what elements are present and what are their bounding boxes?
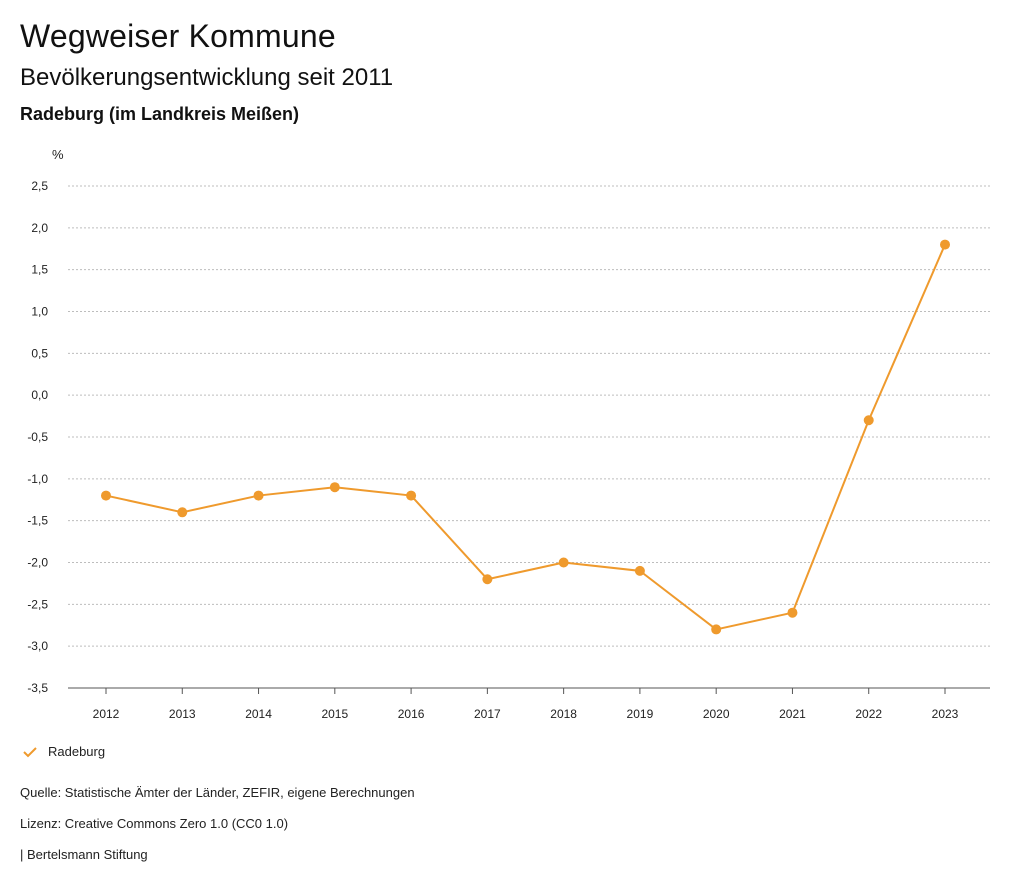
legend-label: Radeburg — [48, 744, 106, 759]
license-note: Lizenz: Creative Commons Zero 1.0 (CC0 1… — [20, 816, 289, 831]
data-point — [406, 490, 417, 501]
data-point — [253, 490, 264, 501]
x-tick-label: 2016 — [398, 707, 425, 721]
publisher-note: | Bertelsmann Stiftung — [20, 847, 148, 862]
grid-lines — [68, 185, 990, 689]
x-tick-label: 2018 — [550, 707, 577, 721]
data-point — [558, 557, 569, 568]
y-tick-label: -3,0 — [27, 639, 48, 653]
y-axis-label: % — [52, 147, 64, 162]
data-point — [482, 574, 493, 585]
x-tick-label: 2020 — [703, 707, 730, 721]
data-point — [940, 239, 950, 250]
x-tick-label: 2014 — [245, 707, 272, 721]
x-tick-label: 2015 — [321, 707, 348, 721]
y-tick-label: -1,5 — [27, 514, 48, 528]
y-tick-label: 0,5 — [31, 346, 48, 360]
data-point — [177, 507, 188, 518]
y-tick-label: -2,0 — [27, 556, 48, 570]
y-tick-labels: 2,5 2,0 1,5 1,0 0,5 0,0 -0,5 -1,0 -1,5 -2,0 -2,5 -3… — [27, 179, 48, 695]
region-label: Radeburg (im Landkreis Meißen) — [20, 104, 300, 124]
y-tick-label: 0,0 — [31, 388, 48, 402]
y-tick-label: -3,5 — [27, 681, 48, 695]
x-tick-label: 2019 — [627, 707, 654, 721]
y-tick-label: 1,0 — [31, 305, 48, 319]
x-tick-label: 2017 — [474, 707, 501, 721]
series-radeburg — [101, 239, 950, 635]
x-tick-label: 2013 — [169, 707, 196, 721]
y-tick-label: -1,0 — [27, 472, 48, 486]
x-tick-label: 2012 — [93, 707, 120, 721]
series-line — [105, 244, 946, 631]
data-point — [863, 415, 874, 426]
data-point — [101, 490, 111, 501]
x-axis: 2012 2013 2014 2015 2016 2017 2018 2019 2020 2021… — [68, 687, 990, 721]
y-tick-label: 2,5 — [31, 179, 48, 193]
page-title: Wegweiser Kommune — [20, 18, 336, 54]
y-tick-label: 2,0 — [31, 221, 48, 235]
line-chart: % 2,5 2,0 1,5 1,0 0,5 0,0 -0,5 -1,0 -1,5 -2,0 -2,5… — [27, 147, 990, 721]
data-point — [711, 624, 722, 635]
data-point — [634, 565, 645, 576]
x-tick-label: 2021 — [779, 707, 806, 721]
data-point — [787, 607, 798, 618]
chart-subtitle: Bevölkerungsentwicklung seit 2011 — [20, 64, 394, 91]
source-note: Quelle: Statistische Ämter der Länder, Z… — [20, 785, 415, 800]
x-tick-label: 2023 — [932, 707, 959, 721]
y-tick-label: 1,5 — [31, 263, 48, 277]
legend[interactable]: Radeburg — [22, 744, 105, 759]
data-point — [329, 482, 340, 493]
check-icon — [23, 746, 37, 757]
y-tick-label: -0,5 — [27, 430, 48, 444]
y-tick-label: -2,5 — [27, 597, 48, 611]
x-tick-label: 2022 — [855, 707, 882, 721]
